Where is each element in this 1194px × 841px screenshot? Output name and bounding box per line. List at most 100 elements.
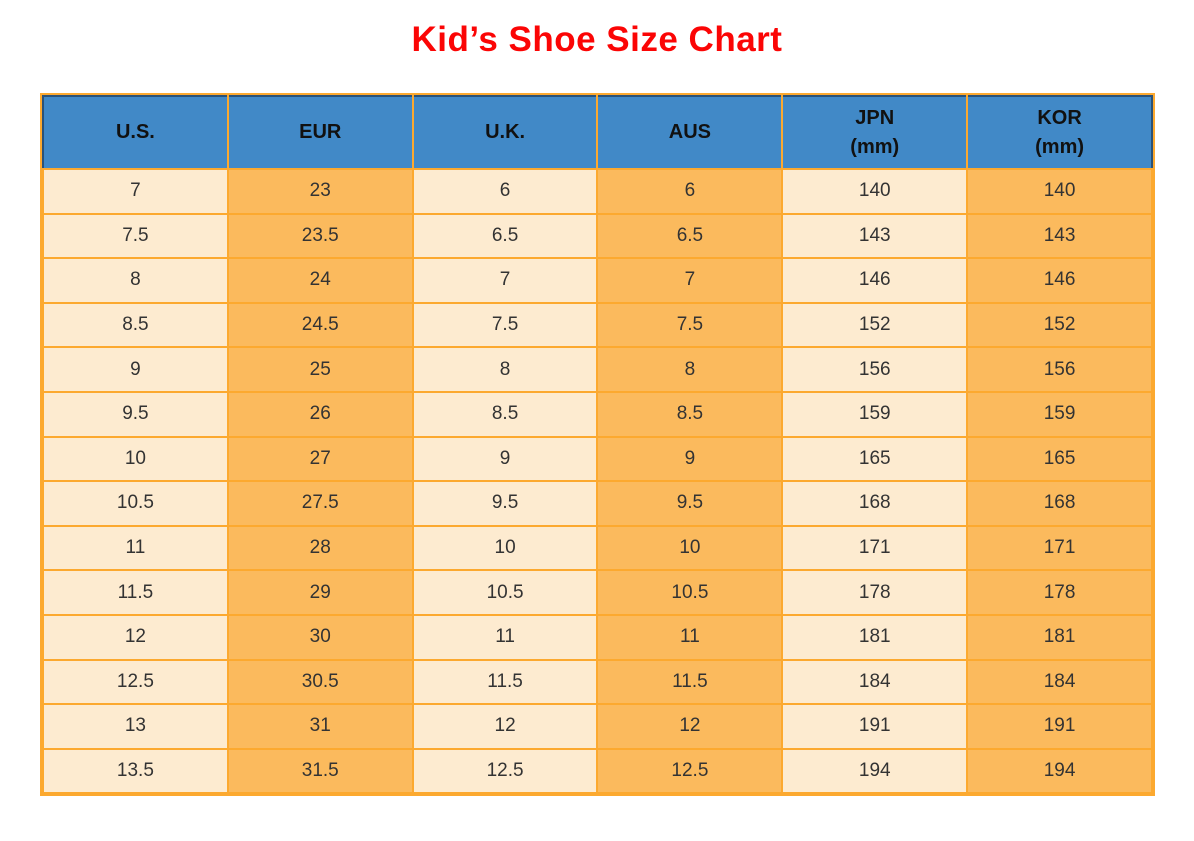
table-row: 13.5 31.5 12.5 12.5 194 194	[42, 747, 1153, 795]
table-cell: 168	[781, 480, 969, 527]
table-cell: 181	[966, 613, 1153, 661]
table-cell: 7	[411, 257, 599, 304]
column-header-label: KOR	[1037, 106, 1082, 129]
table-row: 8.5 24.5 7.5 7.5 152 152	[42, 301, 1153, 349]
column-header-label: U.S.	[115, 121, 155, 143]
table-cell: 9	[42, 346, 229, 393]
table-cell: 24	[226, 257, 414, 304]
column-header-label: AUS	[668, 121, 712, 143]
table-row: 11 28 10 10 171 171	[42, 524, 1153, 572]
table-cell: 191	[966, 703, 1153, 750]
table-cell: 23	[226, 168, 414, 215]
table-cell: 10	[411, 524, 599, 572]
table-cell: 181	[781, 613, 969, 661]
table-cell: 11	[596, 613, 784, 661]
table-header-row: U.S. EUR U.K. AUS JPN (mm)	[42, 95, 1153, 170]
table-cell: 12.5	[42, 658, 229, 706]
column-header-label: JPN	[855, 106, 895, 129]
table-cell: 152	[781, 301, 969, 349]
table-row: 13 31 12 12 191 191	[42, 703, 1153, 750]
table-cell: 30	[226, 613, 414, 661]
column-header-label: U.K.	[485, 121, 526, 143]
table-cell: 10	[42, 435, 229, 483]
table-cell: 13.5	[42, 747, 229, 795]
size-chart-table-wrap: U.S. EUR U.K. AUS JPN (mm)	[40, 93, 1155, 797]
table-cell: 178	[966, 569, 1153, 616]
table-cell: 12.5	[411, 747, 599, 795]
table-cell: 9.5	[596, 480, 784, 527]
table-cell: 8.5	[42, 301, 229, 349]
column-header-sub: (mm)	[850, 135, 900, 158]
table-cell: 27.5	[226, 480, 414, 527]
table-cell: 7.5	[411, 301, 599, 349]
table-cell: 143	[966, 212, 1153, 260]
table-cell: 8	[411, 346, 599, 393]
table-cell: 11	[411, 613, 599, 661]
table-row: 10 27 9 9 165 165	[42, 435, 1153, 483]
table-cell: 7.5	[596, 301, 784, 349]
table-row: 9.5 26 8.5 8.5 159 159	[42, 390, 1153, 438]
table-cell: 11.5	[42, 569, 229, 616]
table-cell: 194	[781, 747, 969, 795]
table-cell: 28	[226, 524, 414, 572]
table-cell: 8.5	[596, 390, 784, 438]
table-cell: 184	[781, 658, 969, 706]
table-cell: 7	[42, 168, 229, 215]
table-cell: 11.5	[596, 658, 784, 706]
table-cell: 8	[596, 346, 784, 393]
table-cell: 146	[781, 257, 969, 304]
table-cell: 11.5	[411, 658, 599, 706]
table-cell: 7.5	[42, 212, 229, 260]
table-cell: 6.5	[411, 212, 599, 260]
table-cell: 27	[226, 435, 414, 483]
table-cell: 12	[411, 703, 599, 750]
table-cell: 9.5	[42, 390, 229, 438]
table-cell: 31	[226, 703, 414, 750]
table-cell: 6	[596, 168, 784, 215]
table-row: 12 30 11 11 181 181	[42, 613, 1153, 661]
table-cell: 140	[966, 168, 1153, 215]
table-cell: 156	[781, 346, 969, 393]
column-header-us: U.S.	[42, 95, 229, 170]
column-header-jpn: JPN (mm)	[781, 95, 969, 170]
table-body: 7 23 6 6 140 140 7.5 23.5 6.5 6.5 143 14…	[42, 168, 1153, 795]
table-cell: 8.5	[411, 390, 599, 438]
column-header-uk: U.K.	[411, 95, 599, 170]
table-cell: 6	[411, 168, 599, 215]
table-cell: 165	[966, 435, 1153, 483]
table-cell: 194	[966, 747, 1153, 795]
table-row: 10.5 27.5 9.5 9.5 168 168	[42, 480, 1153, 527]
table-cell: 178	[781, 569, 969, 616]
table-cell: 30.5	[226, 658, 414, 706]
table-cell: 10.5	[596, 569, 784, 616]
table-row: 7.5 23.5 6.5 6.5 143 143	[42, 212, 1153, 260]
table-cell: 12	[42, 613, 229, 661]
page-title: Kid’s Shoe Size Chart	[411, 20, 783, 59]
table-row: 9 25 8 8 156 156	[42, 346, 1153, 393]
table-cell: 11	[42, 524, 229, 572]
table-cell: 143	[781, 212, 969, 260]
column-header-kor: KOR (mm)	[966, 95, 1153, 170]
table-cell: 10.5	[411, 569, 599, 616]
column-header-label: EUR	[299, 121, 342, 143]
table-cell: 25	[226, 346, 414, 393]
table-row: 12.5 30.5 11.5 11.5 184 184	[42, 658, 1153, 706]
table-cell: 6.5	[596, 212, 784, 260]
table-cell: 156	[966, 346, 1153, 393]
table-cell: 9	[596, 435, 784, 483]
table-cell: 12.5	[596, 747, 784, 795]
table-row: 8 24 7 7 146 146	[42, 257, 1153, 304]
table-cell: 168	[966, 480, 1153, 527]
table-cell: 7	[596, 257, 784, 304]
table-cell: 10.5	[42, 480, 229, 527]
table-cell: 9.5	[411, 480, 599, 527]
table-cell: 9	[411, 435, 599, 483]
table-cell: 165	[781, 435, 969, 483]
table-cell: 29	[226, 569, 414, 616]
table-cell: 13	[42, 703, 229, 750]
size-chart-table: U.S. EUR U.K. AUS JPN (mm)	[42, 95, 1153, 795]
table-cell: 8	[42, 257, 229, 304]
table-row: 11.5 29 10.5 10.5 178 178	[42, 569, 1153, 616]
table-cell: 12	[596, 703, 784, 750]
table-cell: 159	[966, 390, 1153, 438]
